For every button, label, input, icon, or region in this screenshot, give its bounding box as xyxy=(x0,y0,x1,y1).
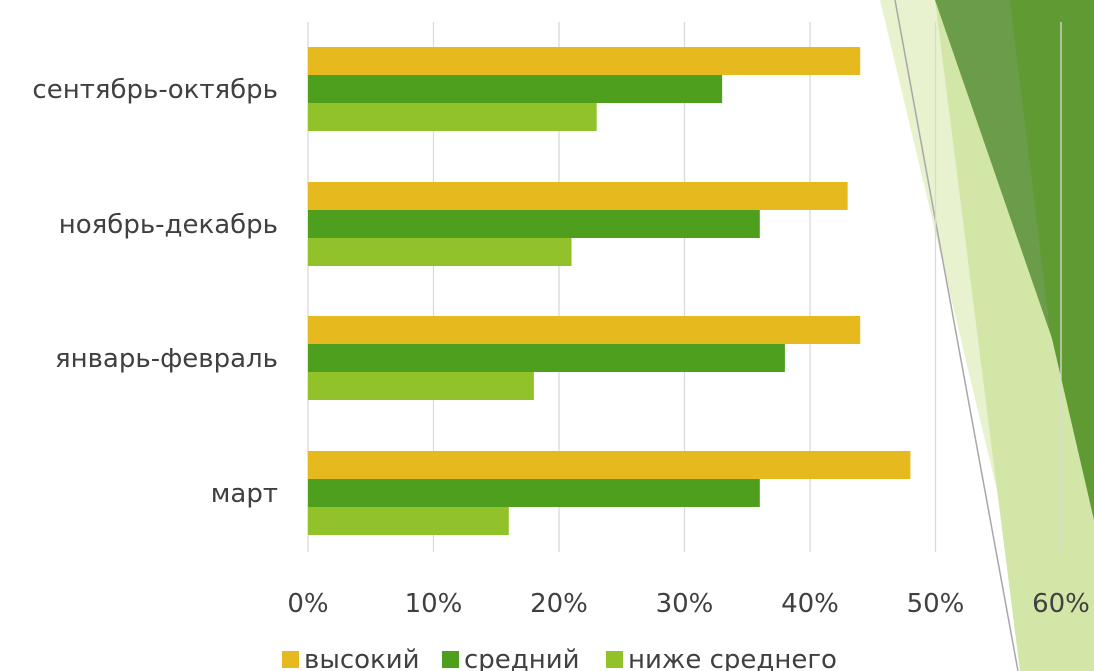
category-label: ноябрь-декабрь xyxy=(59,210,278,240)
category-label: сентябрь-октябрь xyxy=(32,75,278,105)
category-labels: сентябрь-октябрь ноябрь-декабрь январь-фев… xyxy=(32,75,278,509)
legend-swatch xyxy=(282,651,299,668)
bar-high xyxy=(308,451,911,479)
legend-swatch xyxy=(606,651,623,668)
x-tick-label: 30% xyxy=(656,589,714,619)
x-axis-tick-labels: 0% 10% 20% 30% 40% 50% 60% xyxy=(287,589,1090,619)
bar-below-medium xyxy=(308,238,572,266)
x-tick-label: 10% xyxy=(405,589,463,619)
bar-below-medium xyxy=(308,103,597,131)
bars xyxy=(308,47,911,535)
x-tick-label: 60% xyxy=(1032,589,1090,619)
legend-label: средний xyxy=(464,645,580,671)
bar-high xyxy=(308,47,861,75)
legend-label: высокий xyxy=(304,645,420,671)
legend: высокий средний ниже среднего xyxy=(282,645,837,671)
bar-medium xyxy=(308,75,723,103)
deco-dark-triangle-2 xyxy=(1010,0,1094,520)
x-tick-label: 40% xyxy=(781,589,839,619)
legend-label: ниже среднего xyxy=(628,645,837,671)
bar-high xyxy=(308,316,861,344)
bar-below-medium xyxy=(308,507,509,535)
category-label: март xyxy=(211,479,278,509)
category-label: январь-февраль xyxy=(55,344,278,374)
x-tick-label: 50% xyxy=(907,589,965,619)
x-tick-label: 0% xyxy=(287,589,328,619)
legend-swatch xyxy=(442,651,459,668)
bar-medium xyxy=(308,210,760,238)
bar-medium xyxy=(308,479,760,507)
bar-medium xyxy=(308,344,785,372)
bar-below-medium xyxy=(308,372,534,400)
x-tick-label: 20% xyxy=(530,589,588,619)
bar-high xyxy=(308,182,848,210)
deco-thin-line xyxy=(894,0,1019,671)
